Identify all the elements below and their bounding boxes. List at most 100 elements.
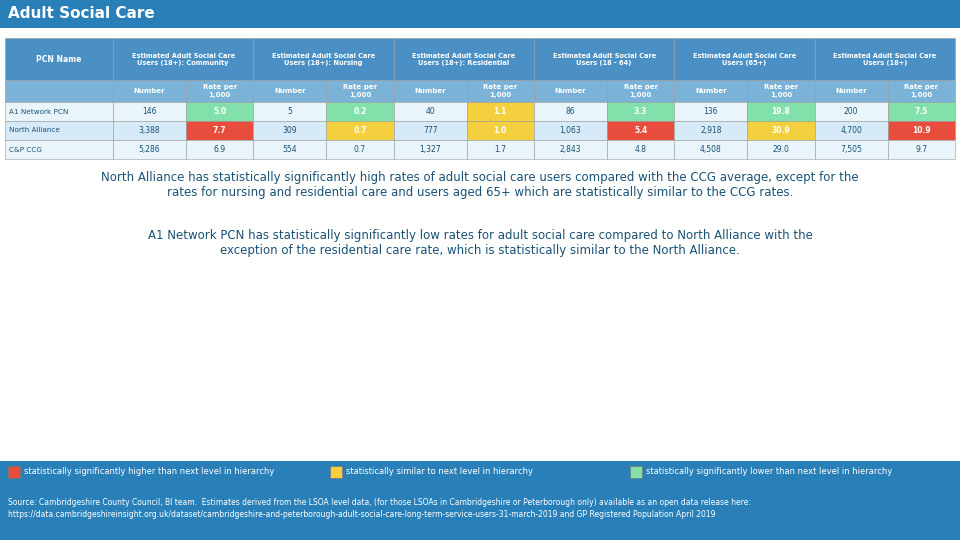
Text: 1.1: 1.1 xyxy=(493,107,507,116)
FancyBboxPatch shape xyxy=(253,121,326,140)
FancyBboxPatch shape xyxy=(253,80,326,102)
FancyBboxPatch shape xyxy=(534,102,607,121)
Text: Rate per
1,000: Rate per 1,000 xyxy=(764,84,798,98)
Text: Estimated Adult Social Care
Users (18 - 64): Estimated Adult Social Care Users (18 - … xyxy=(553,52,656,65)
FancyBboxPatch shape xyxy=(253,140,326,159)
Text: 7,505: 7,505 xyxy=(840,145,862,154)
Text: PCN Name: PCN Name xyxy=(36,55,82,64)
Text: 30.9: 30.9 xyxy=(772,126,790,135)
FancyBboxPatch shape xyxy=(186,102,253,121)
Text: 10.9: 10.9 xyxy=(912,126,930,135)
Text: statistically similar to next level in hierarchy: statistically similar to next level in h… xyxy=(346,468,533,476)
FancyBboxPatch shape xyxy=(5,121,113,140)
FancyBboxPatch shape xyxy=(326,80,394,102)
Text: 309: 309 xyxy=(282,126,298,135)
Text: Rate per
1,000: Rate per 1,000 xyxy=(203,84,237,98)
FancyBboxPatch shape xyxy=(747,140,815,159)
Text: Number: Number xyxy=(274,88,305,94)
Text: 5: 5 xyxy=(287,107,292,116)
FancyBboxPatch shape xyxy=(5,80,113,102)
FancyBboxPatch shape xyxy=(607,102,674,121)
FancyBboxPatch shape xyxy=(467,102,534,121)
Text: Number: Number xyxy=(835,88,867,94)
FancyBboxPatch shape xyxy=(674,80,747,102)
FancyBboxPatch shape xyxy=(888,140,955,159)
Text: North Alliance: North Alliance xyxy=(9,127,60,133)
FancyBboxPatch shape xyxy=(186,80,253,102)
Text: North Alliance has statistically significantly high rates of adult social care u: North Alliance has statistically signifi… xyxy=(101,171,859,199)
FancyBboxPatch shape xyxy=(747,80,815,102)
FancyBboxPatch shape xyxy=(326,121,394,140)
Text: Rate per
1,000: Rate per 1,000 xyxy=(904,84,938,98)
Text: 5.4: 5.4 xyxy=(634,126,647,135)
FancyBboxPatch shape xyxy=(5,102,113,121)
Text: Rate per
1,000: Rate per 1,000 xyxy=(343,84,377,98)
FancyBboxPatch shape xyxy=(394,38,534,80)
FancyBboxPatch shape xyxy=(888,80,955,102)
Text: 554: 554 xyxy=(282,145,298,154)
Text: A1 Network PCN: A1 Network PCN xyxy=(9,109,68,114)
FancyBboxPatch shape xyxy=(888,121,955,140)
Text: 3.3: 3.3 xyxy=(634,107,647,116)
FancyBboxPatch shape xyxy=(815,140,888,159)
FancyBboxPatch shape xyxy=(8,466,20,478)
Text: 1.7: 1.7 xyxy=(494,145,506,154)
Text: 9.7: 9.7 xyxy=(915,145,927,154)
Text: 0.7: 0.7 xyxy=(353,126,367,135)
FancyBboxPatch shape xyxy=(674,102,747,121)
FancyBboxPatch shape xyxy=(394,102,467,121)
FancyBboxPatch shape xyxy=(326,140,394,159)
Text: https://data.cambridgeshireinsight.org.uk/dataset/cambridgeshire-and-peterboroug: https://data.cambridgeshireinsight.org.u… xyxy=(8,510,715,519)
FancyBboxPatch shape xyxy=(534,121,607,140)
Text: 7.7: 7.7 xyxy=(213,126,227,135)
FancyBboxPatch shape xyxy=(747,121,815,140)
FancyBboxPatch shape xyxy=(674,121,747,140)
FancyBboxPatch shape xyxy=(534,38,674,80)
Text: Estimated Adult Social Care
Users (65+): Estimated Adult Social Care Users (65+) xyxy=(693,52,796,65)
FancyBboxPatch shape xyxy=(888,102,955,121)
FancyBboxPatch shape xyxy=(815,38,955,80)
Text: 0.2: 0.2 xyxy=(353,107,367,116)
Text: 136: 136 xyxy=(704,107,718,116)
Text: 5.0: 5.0 xyxy=(213,107,227,116)
FancyBboxPatch shape xyxy=(253,38,394,80)
Text: 1,327: 1,327 xyxy=(420,145,441,154)
Text: Estimated Adult Social Care
Users (18+): Community: Estimated Adult Social Care Users (18+):… xyxy=(132,52,235,65)
Text: 19.8: 19.8 xyxy=(772,107,790,116)
Text: C&P CCG: C&P CCG xyxy=(9,146,42,152)
FancyBboxPatch shape xyxy=(534,80,607,102)
FancyBboxPatch shape xyxy=(674,38,815,80)
Text: 3,388: 3,388 xyxy=(138,126,160,135)
FancyBboxPatch shape xyxy=(113,38,253,80)
Text: Number: Number xyxy=(555,88,587,94)
Text: Number: Number xyxy=(133,88,165,94)
Text: 2,843: 2,843 xyxy=(560,145,582,154)
FancyBboxPatch shape xyxy=(394,121,467,140)
Text: 200: 200 xyxy=(844,107,858,116)
Text: 146: 146 xyxy=(142,107,156,116)
Text: 29.0: 29.0 xyxy=(773,145,789,154)
FancyBboxPatch shape xyxy=(5,38,113,80)
FancyBboxPatch shape xyxy=(630,466,642,478)
FancyBboxPatch shape xyxy=(113,121,186,140)
FancyBboxPatch shape xyxy=(0,483,960,540)
FancyBboxPatch shape xyxy=(394,80,467,102)
FancyBboxPatch shape xyxy=(815,80,888,102)
Text: Estimated Adult Social Care
Users (18+): Estimated Adult Social Care Users (18+) xyxy=(833,52,936,65)
Text: Adult Social Care: Adult Social Care xyxy=(8,6,155,22)
FancyBboxPatch shape xyxy=(113,140,186,159)
Text: 6.9: 6.9 xyxy=(213,145,226,154)
FancyBboxPatch shape xyxy=(0,0,960,28)
Text: Source: Cambridgeshire County Council, BI team.  Estimates derived from the LSOA: Source: Cambridgeshire County Council, B… xyxy=(8,498,751,507)
FancyBboxPatch shape xyxy=(186,121,253,140)
Text: 4.8: 4.8 xyxy=(635,145,647,154)
FancyBboxPatch shape xyxy=(607,121,674,140)
Text: 1,063: 1,063 xyxy=(560,126,582,135)
FancyBboxPatch shape xyxy=(394,140,467,159)
Text: 1.0: 1.0 xyxy=(493,126,507,135)
Text: statistically significantly higher than next level in hierarchy: statistically significantly higher than … xyxy=(24,468,275,476)
FancyBboxPatch shape xyxy=(113,80,186,102)
Text: Number: Number xyxy=(415,88,446,94)
Text: Rate per
1,000: Rate per 1,000 xyxy=(624,84,658,98)
Text: statistically significantly lower than next level in hierarchy: statistically significantly lower than n… xyxy=(646,468,892,476)
